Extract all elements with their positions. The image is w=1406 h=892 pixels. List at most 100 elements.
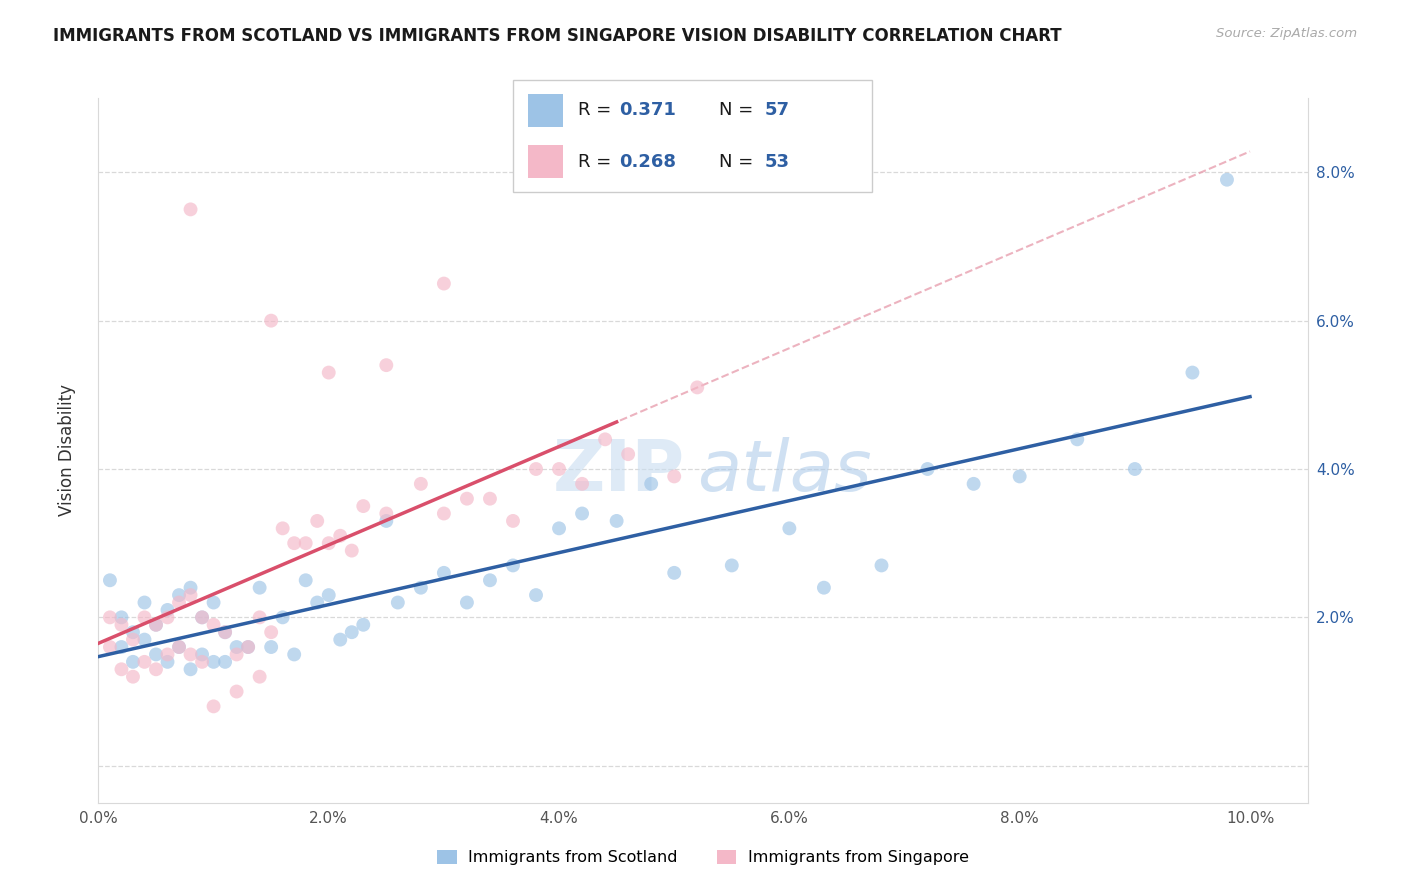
Point: [202, 699, 225, 714]
Point: [352, 499, 374, 513]
Point: [191, 610, 214, 624]
Point: [249, 581, 271, 595]
Point: [134, 595, 156, 609]
Point: [225, 684, 247, 698]
Point: [110, 662, 132, 676]
Point: [456, 595, 478, 609]
Point: [962, 476, 984, 491]
Point: [180, 648, 202, 662]
Text: N =: N =: [720, 102, 759, 120]
Text: R =: R =: [578, 102, 617, 120]
Point: [156, 655, 179, 669]
Point: [524, 462, 547, 476]
Point: [813, 581, 835, 595]
Point: [283, 648, 305, 662]
Point: [387, 595, 409, 609]
Y-axis label: Vision Disability: Vision Disability: [58, 384, 76, 516]
Point: [249, 610, 271, 624]
Point: [122, 655, 145, 669]
Text: atlas: atlas: [697, 437, 872, 506]
Point: [502, 514, 524, 528]
Point: [145, 662, 167, 676]
Point: [664, 566, 686, 580]
Point: [1216, 172, 1239, 186]
Point: [156, 603, 179, 617]
Point: [340, 543, 363, 558]
Point: [191, 648, 214, 662]
Point: [409, 581, 432, 595]
Legend: Immigrants from Scotland, Immigrants from Singapore: Immigrants from Scotland, Immigrants fro…: [429, 842, 977, 873]
Point: [778, 521, 800, 535]
Point: [318, 536, 340, 550]
Point: [225, 648, 247, 662]
Point: [260, 313, 283, 327]
Point: [1066, 433, 1088, 447]
Point: [167, 640, 190, 654]
Text: 0.371: 0.371: [619, 102, 676, 120]
Point: [167, 595, 190, 609]
Point: [98, 574, 121, 588]
Point: [110, 610, 132, 624]
Point: [98, 640, 121, 654]
Point: [307, 595, 329, 609]
Text: R =: R =: [578, 153, 617, 170]
Point: [191, 610, 214, 624]
FancyBboxPatch shape: [527, 94, 564, 128]
Point: [433, 507, 456, 521]
Point: [122, 625, 145, 640]
Point: [917, 462, 939, 476]
Point: [214, 655, 236, 669]
Point: [110, 617, 132, 632]
Point: [271, 610, 294, 624]
Point: [180, 202, 202, 217]
Point: [214, 625, 236, 640]
Point: [375, 358, 398, 372]
Point: [686, 380, 709, 394]
Point: [433, 277, 456, 291]
Point: [283, 536, 305, 550]
Point: [548, 521, 571, 535]
Point: [180, 588, 202, 602]
Point: [548, 462, 571, 476]
Text: 0.268: 0.268: [619, 153, 676, 170]
Point: [225, 640, 247, 654]
Point: [571, 507, 593, 521]
Point: [318, 366, 340, 380]
Point: [870, 558, 893, 573]
Point: [478, 491, 501, 506]
Point: [524, 588, 547, 602]
Point: [1181, 366, 1204, 380]
Point: [260, 640, 283, 654]
Text: 53: 53: [765, 153, 789, 170]
Point: [145, 617, 167, 632]
Point: [249, 670, 271, 684]
Point: [122, 632, 145, 647]
Point: [180, 662, 202, 676]
Point: [202, 617, 225, 632]
Point: [375, 507, 398, 521]
Point: [664, 469, 686, 483]
Point: [571, 476, 593, 491]
Point: [214, 625, 236, 640]
Point: [340, 625, 363, 640]
Point: [329, 529, 352, 543]
Point: [202, 595, 225, 609]
Point: [352, 617, 374, 632]
Point: [720, 558, 742, 573]
Point: [122, 670, 145, 684]
Point: [260, 625, 283, 640]
Point: [98, 610, 121, 624]
Point: [134, 610, 156, 624]
Point: [134, 632, 156, 647]
FancyBboxPatch shape: [527, 145, 564, 178]
Point: [1008, 469, 1031, 483]
Point: [294, 536, 316, 550]
Point: [167, 640, 190, 654]
Point: [409, 476, 432, 491]
Point: [180, 581, 202, 595]
Text: IMMIGRANTS FROM SCOTLAND VS IMMIGRANTS FROM SINGAPORE VISION DISABILITY CORRELAT: IMMIGRANTS FROM SCOTLAND VS IMMIGRANTS F…: [53, 27, 1062, 45]
Text: Source: ZipAtlas.com: Source: ZipAtlas.com: [1216, 27, 1357, 40]
Point: [375, 514, 398, 528]
Point: [271, 521, 294, 535]
Point: [236, 640, 259, 654]
